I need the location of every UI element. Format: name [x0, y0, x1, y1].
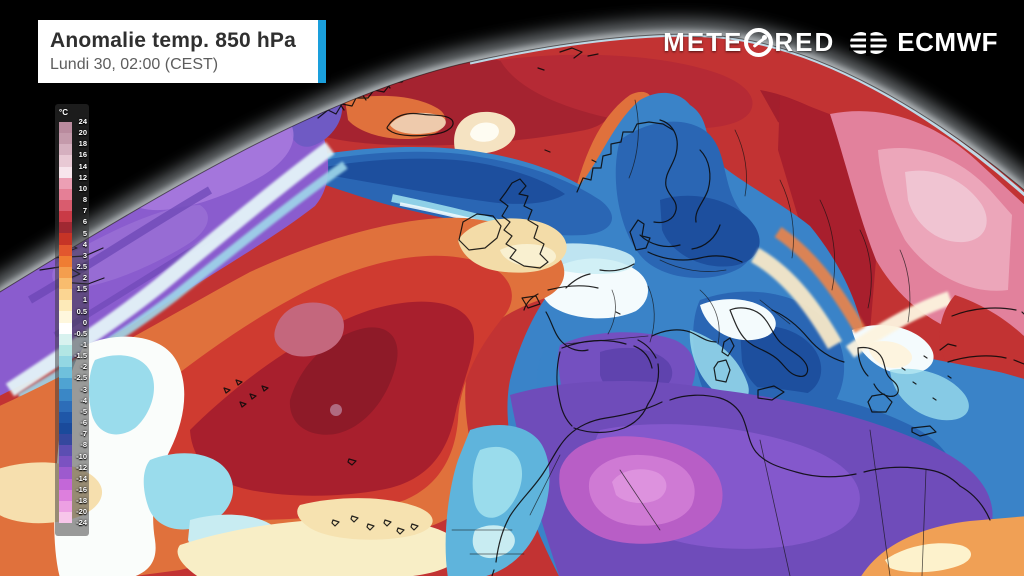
colorbar-tick-label: -12 [76, 462, 87, 472]
valid-datetime: Lundi 30, 02:00 (CEST) [50, 56, 219, 73]
colorbar-tick-label: 24 [78, 117, 87, 126]
colorbar-tick-label: 6 [82, 217, 87, 227]
colorbar-segment [59, 211, 72, 223]
colorbar-tick-label: 1.5 [76, 284, 87, 294]
colorbar-segment [59, 166, 72, 178]
colorbar-segment [59, 266, 72, 278]
colorbar-segment [59, 233, 72, 245]
colorbar-segment [59, 389, 72, 401]
colorbar-segment [59, 500, 72, 512]
colorbar-tick-label: -4 [80, 395, 87, 405]
colorbar-segment [59, 445, 72, 457]
colorbar-tick-label: 18 [78, 139, 87, 149]
colorbar-tick-label: -24 [76, 518, 87, 528]
colorbar-tick-label: 8 [82, 195, 87, 205]
colorbar-segment [59, 300, 72, 312]
colorbar-panel: °C 24 20 18 16 14 12 10 8 7 6 5 4 3 2.5 2 1.5 1 0.5 0 -0.5 -… [55, 104, 89, 536]
colorbar-segment [59, 478, 72, 490]
colorbar-segment [59, 400, 72, 412]
colorbar-tick-label: 4 [82, 239, 87, 249]
colorbar-segment [59, 411, 72, 423]
colorbar-segment [59, 322, 72, 334]
colorbar-tick-label: 14 [78, 161, 87, 171]
meteored-o-icon [744, 28, 774, 57]
colorbar-segment [59, 511, 72, 524]
colorbar-tick-label: -2 [80, 362, 87, 372]
colorbar-segment [59, 456, 72, 468]
colorbar-tick-label: 5 [82, 228, 87, 238]
ecmwf-text: ECMWF [897, 27, 998, 57]
country-borders [451, 99, 927, 576]
colorbar-tick-label: -1 [80, 340, 87, 349]
colorbar-segment [59, 355, 72, 368]
limb-inner-line [469, 34, 1024, 198]
colorbar-segment [59, 367, 72, 379]
east-transition-region [750, 227, 1024, 576]
meteored-text-suffix: RED [774, 27, 836, 57]
colorbar-tick-label: -0.5 [74, 328, 87, 338]
colorbar-tick-label: 20 [78, 128, 87, 138]
colorbar-tick-label: 16 [78, 150, 87, 160]
colorbar-tick-label: 2 [82, 273, 87, 283]
colorbar-tick-label: -5 [80, 406, 87, 416]
colorbar-tick-label: -3 [80, 384, 87, 394]
title-box: Anomalie temp. 850 hPa Lundi 30, 02:00 (… [38, 20, 326, 83]
colorbar-segment [59, 144, 72, 156]
colorbar-segment [59, 122, 72, 134]
colorbar-segments [59, 122, 72, 524]
colorbar-tick-label: -2.5 [74, 373, 87, 383]
branding: METE RED ECMWF [663, 27, 998, 58]
colorbar-tick-label: -18 [76, 496, 87, 506]
colorbar-tick-label: -6 [80, 418, 87, 428]
colorbar-segment [59, 188, 72, 200]
colorbar-segment [59, 222, 72, 234]
colorbar-tick-label: -10 [76, 451, 87, 461]
limb-edge [0, 33, 1024, 293]
colorbar-tick-label: -14 [76, 473, 87, 483]
ecmwf-mark-icon [849, 29, 894, 56]
colorbar-segment [59, 199, 72, 212]
colorbar-segment [59, 177, 72, 189]
colorbar-segment [59, 344, 72, 356]
colorbar-unit: °C [59, 108, 68, 117]
colorbar-tick-label: 0 [82, 317, 87, 327]
colorbar-segment [59, 422, 72, 434]
colorbar-tick-label: 1 [82, 295, 87, 305]
colorbar-tick-label: -20 [76, 507, 87, 517]
colorbar-segment [59, 133, 72, 145]
colorbar-segment [59, 489, 72, 501]
meteored-text-prefix: METE [663, 27, 744, 57]
colorbar-segment [59, 289, 72, 301]
colorbar-segment [59, 155, 72, 167]
colorbar-segment [59, 244, 72, 256]
colorbar-segment [59, 255, 72, 267]
colorbar-tick-label: 2.5 [76, 261, 87, 271]
iberia-africa-cold-region [445, 332, 993, 576]
ecmwf-logo: ECMWF [849, 27, 998, 58]
meteored-logo: METE RED [663, 27, 835, 58]
colorbar-tick-label: -1.5 [74, 351, 87, 361]
colorbar-tick-label: 12 [78, 172, 87, 182]
colorbar-tick-label: 7 [82, 206, 87, 216]
colorbar-segment [59, 333, 72, 345]
colorbar-tick-label: 3 [82, 250, 87, 260]
colorbar-tick-label: -8 [80, 440, 87, 450]
colorbar-tick-label: -7 [80, 429, 87, 439]
colorbar-segment [59, 378, 72, 390]
page-title: Anomalie temp. 850 hPa [50, 29, 296, 52]
colorbar-segment [59, 467, 72, 479]
colorbar-segment [59, 311, 72, 323]
colorbar-labels: 24 20 18 16 14 12 10 8 7 6 5 4 3 2.5 2 1.5 1 0.5 0 -0.5 -1 -1… [73, 118, 87, 528]
colorbar-segment [59, 433, 72, 446]
colorbar-tick-label: 0.5 [76, 306, 87, 316]
colorbar-segment [59, 277, 72, 290]
colorbar-tick-label: 10 [78, 183, 87, 193]
colorbar-tick-label: -16 [76, 484, 87, 494]
